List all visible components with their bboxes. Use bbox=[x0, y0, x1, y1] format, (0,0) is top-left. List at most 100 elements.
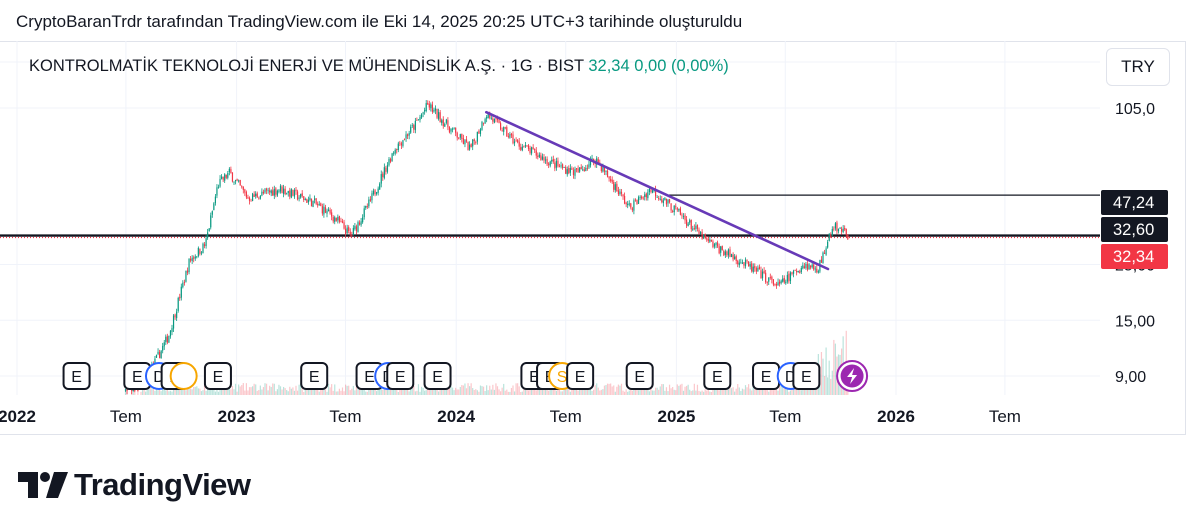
candle-body bbox=[431, 104, 433, 112]
volume-bar bbox=[627, 391, 629, 395]
candle-body bbox=[833, 228, 835, 230]
volume-bar bbox=[405, 388, 407, 395]
candle-body bbox=[527, 145, 530, 149]
candle-body bbox=[811, 264, 813, 268]
volume-bar bbox=[465, 388, 468, 395]
volume-bar bbox=[317, 387, 319, 395]
volume-bar bbox=[777, 390, 779, 395]
candle-body bbox=[345, 228, 347, 234]
volume-bar bbox=[546, 389, 548, 395]
volume-bar bbox=[718, 390, 720, 395]
volume-bar bbox=[524, 389, 526, 395]
volume-bar bbox=[154, 390, 156, 395]
earnings-marker[interactable]: E bbox=[625, 362, 654, 390]
candle-body bbox=[579, 167, 581, 172]
candle-body bbox=[420, 114, 423, 118]
candle-body bbox=[228, 168, 230, 173]
volume-bar bbox=[247, 390, 249, 395]
candle-body bbox=[371, 193, 373, 201]
candle-body bbox=[777, 282, 779, 286]
candle-body bbox=[306, 198, 308, 203]
volume-bar bbox=[692, 390, 694, 395]
symbol-interval[interactable]: 1G bbox=[510, 57, 533, 75]
volume-bar bbox=[774, 387, 776, 395]
candle-body bbox=[366, 206, 368, 208]
volume-bar bbox=[740, 391, 742, 395]
earnings-marker[interactable]: E bbox=[203, 362, 232, 390]
volume-bar bbox=[510, 387, 513, 395]
upcoming-marker[interactable] bbox=[836, 360, 869, 392]
earnings-marker[interactable]: E bbox=[123, 362, 152, 390]
candle-body bbox=[464, 140, 466, 145]
tradingview-logo[interactable]: TradingView bbox=[18, 467, 251, 503]
volume-bar bbox=[365, 391, 367, 395]
chart-frame[interactable] bbox=[0, 41, 1186, 435]
volume-bar bbox=[630, 385, 632, 395]
candle-body bbox=[532, 147, 534, 149]
candle-body bbox=[701, 231, 703, 240]
volume-bar bbox=[699, 391, 702, 395]
earnings-marker[interactable]: E bbox=[423, 362, 452, 390]
candle-body bbox=[219, 178, 221, 187]
earnings-marker[interactable]: E bbox=[386, 362, 415, 390]
earnings-marker[interactable]: E bbox=[703, 362, 732, 390]
volume-bar bbox=[264, 383, 266, 395]
volume-bar bbox=[554, 390, 556, 395]
candle-body bbox=[748, 261, 750, 267]
candle-body bbox=[411, 125, 413, 127]
volume-bar bbox=[343, 391, 345, 395]
candle-body bbox=[698, 229, 700, 234]
candle-body bbox=[755, 268, 757, 272]
candle-body bbox=[723, 250, 725, 256]
volume-bar bbox=[746, 387, 748, 395]
candle-body bbox=[699, 231, 702, 235]
candle-body bbox=[531, 147, 533, 154]
earnings-marker[interactable]: E bbox=[792, 362, 821, 390]
candle-body bbox=[278, 190, 280, 192]
candle-body bbox=[800, 267, 802, 272]
volume-bar bbox=[771, 387, 773, 395]
candle-body bbox=[845, 228, 847, 235]
volume-bar bbox=[611, 386, 613, 395]
earnings-marker[interactable]: E bbox=[300, 362, 329, 390]
candle-body bbox=[402, 140, 404, 146]
candle-body bbox=[252, 193, 254, 201]
candle-body bbox=[447, 120, 449, 128]
candle-body bbox=[834, 223, 836, 229]
candle-body bbox=[805, 263, 807, 269]
candle-body bbox=[687, 223, 689, 227]
candle-body bbox=[802, 265, 804, 269]
candle-body bbox=[518, 141, 520, 147]
candle-body bbox=[258, 198, 260, 200]
candle-body bbox=[155, 354, 158, 358]
volume-bar bbox=[487, 390, 489, 395]
volume-bar bbox=[822, 358, 824, 395]
volume-bar bbox=[438, 391, 440, 395]
candle-body bbox=[661, 198, 663, 203]
volume-bar bbox=[400, 388, 402, 395]
split-marker[interactable] bbox=[169, 362, 198, 390]
volume-bar bbox=[608, 383, 610, 395]
brand-name: TradingView bbox=[74, 467, 251, 502]
volume-bar bbox=[447, 388, 449, 395]
candle-body bbox=[496, 118, 499, 120]
candle-body bbox=[636, 199, 638, 205]
currency-button[interactable]: TRY bbox=[1106, 48, 1170, 86]
volume-bar bbox=[582, 387, 584, 395]
volume-bar bbox=[255, 384, 257, 395]
volume-bar bbox=[287, 391, 289, 395]
candle-body bbox=[571, 168, 573, 170]
earnings-marker[interactable]: E bbox=[62, 362, 91, 390]
candle-body bbox=[555, 161, 557, 168]
volume-bar bbox=[569, 391, 571, 395]
candle-body bbox=[414, 120, 416, 131]
earnings-marker[interactable]: E bbox=[752, 362, 781, 390]
price-label: 47,24 bbox=[1101, 190, 1168, 215]
earnings-marker[interactable]: E bbox=[566, 362, 595, 390]
volume-bar bbox=[489, 385, 491, 395]
volume-bar bbox=[792, 389, 795, 395]
volume-bar bbox=[562, 391, 564, 395]
volume-bar bbox=[408, 391, 410, 395]
candle-body bbox=[179, 297, 181, 299]
